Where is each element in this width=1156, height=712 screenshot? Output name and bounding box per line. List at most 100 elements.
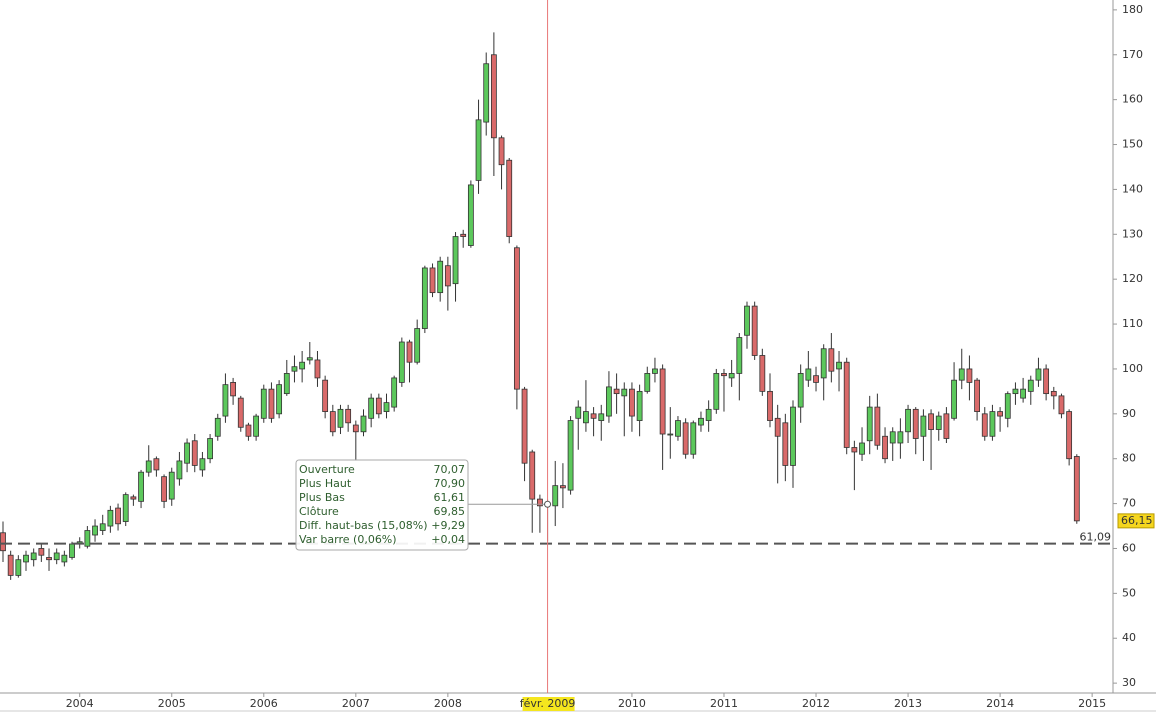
candle-body <box>161 476 167 502</box>
candle-body <box>483 63 490 123</box>
candle-body <box>882 435 888 460</box>
candle-body <box>306 357 313 361</box>
tooltip-value: 61,61 <box>434 491 466 504</box>
candle-body <box>1004 393 1011 419</box>
candle-body <box>283 373 290 395</box>
candle-body <box>1050 390 1057 397</box>
candle-body <box>69 543 75 558</box>
candle-body <box>222 384 229 417</box>
candle-body <box>935 415 942 430</box>
x-tick-label: 2007 <box>342 697 370 710</box>
candle-body <box>797 373 804 408</box>
candle-body <box>613 388 620 395</box>
y-tick-label: 150 <box>1122 138 1143 151</box>
x-tick-label: 2008 <box>434 697 462 710</box>
last-price-tag <box>1117 513 1155 529</box>
candle-body <box>529 451 536 500</box>
candle-body <box>444 265 451 287</box>
candle-body <box>874 406 881 446</box>
tooltip-label: Clôture <box>299 505 339 518</box>
candle-body <box>145 460 152 473</box>
candle-body <box>928 413 934 430</box>
candle-body <box>153 458 160 471</box>
candle-body <box>490 54 497 139</box>
candle-body <box>360 415 367 433</box>
tooltip-value: +0,04 <box>431 533 465 546</box>
candle-body <box>92 525 98 536</box>
y-tick-label: 140 <box>1122 182 1143 195</box>
candle-body <box>1012 388 1019 395</box>
candle-body <box>659 368 666 435</box>
candle-body <box>53 552 60 561</box>
candle-body <box>759 355 766 392</box>
tooltip-label: Plus Haut <box>299 477 352 490</box>
candle-body <box>866 406 873 442</box>
candle-body <box>337 408 344 428</box>
candle-body <box>590 413 597 419</box>
candle-body <box>329 411 336 433</box>
candle-body <box>513 247 520 390</box>
candle-body <box>352 424 359 433</box>
candle-body <box>836 361 842 370</box>
candle-body <box>115 507 121 525</box>
candle-body <box>253 415 260 437</box>
y-tick-label: 50 <box>1122 586 1136 599</box>
candle-body <box>176 460 183 480</box>
candle-body <box>30 552 37 561</box>
candle-body <box>1027 379 1034 392</box>
candle-body <box>345 408 352 424</box>
y-tick-label: 60 <box>1122 541 1136 554</box>
candle-body <box>644 373 651 392</box>
candle-body <box>851 447 858 453</box>
candle-body <box>107 509 114 527</box>
crosshair-label-bg <box>522 697 575 711</box>
candle-body <box>15 559 22 576</box>
candle-body <box>475 119 482 181</box>
tooltip-label: Ouverture <box>299 463 355 476</box>
candle-body <box>230 382 237 397</box>
crosshair-label: févr. 2009 <box>520 697 576 710</box>
candle-body <box>414 328 421 363</box>
candle-body <box>437 260 444 294</box>
y-tick-label: 90 <box>1122 407 1136 420</box>
candle-body <box>314 359 321 379</box>
candle-body <box>199 458 206 471</box>
candle-body <box>0 532 6 552</box>
candle-body <box>690 422 697 455</box>
candle-body <box>575 406 582 419</box>
x-tick-label: 2011 <box>710 697 738 710</box>
candle-body <box>1073 456 1080 522</box>
x-tick-label: 2015 <box>1078 697 1106 710</box>
candle-body <box>398 341 405 383</box>
candle-body <box>636 390 643 421</box>
tooltip-label: Var barre (0,06%) <box>299 533 397 546</box>
candle-body <box>629 388 635 417</box>
candle-body <box>736 337 743 374</box>
candle-body <box>705 408 712 421</box>
candle-body <box>560 485 566 489</box>
candle-body <box>506 159 513 237</box>
candle-body <box>606 386 612 417</box>
candle-body <box>744 305 750 336</box>
x-tick-label: 2004 <box>66 697 94 710</box>
candle-body <box>322 379 329 412</box>
last-price-label: 66,15 <box>1121 514 1153 527</box>
candle-body <box>828 348 835 372</box>
y-tick-label: 40 <box>1122 631 1136 644</box>
candle-body <box>997 411 1003 417</box>
candle-body <box>583 411 589 424</box>
candle-body <box>1035 368 1042 381</box>
candle-body <box>1058 395 1065 415</box>
tooltip-value: +9,29 <box>431 519 465 532</box>
y-tick-label: 130 <box>1122 227 1143 240</box>
candle-body <box>889 431 896 444</box>
candle-body <box>721 373 727 377</box>
candle-body <box>122 494 129 522</box>
candle-body <box>368 397 375 419</box>
candle-body <box>621 388 628 397</box>
candle-body <box>260 388 267 419</box>
candle-body <box>552 485 559 507</box>
candle-body <box>713 373 720 410</box>
candle-body <box>905 408 911 433</box>
candle-body <box>598 413 605 421</box>
